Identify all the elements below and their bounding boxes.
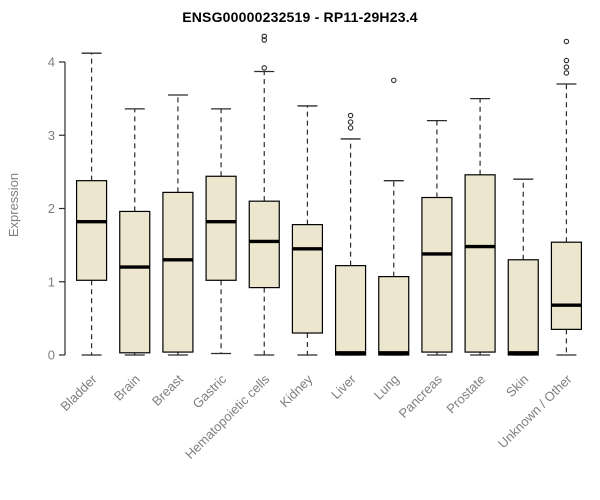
y-tick-label: 1	[48, 274, 55, 289]
outlier-point	[563, 38, 570, 45]
iqr-box	[550, 241, 583, 330]
chart-title: ENSG00000232519 - RP11-29H23.4	[182, 9, 418, 25]
box-breast: Breast	[149, 94, 194, 409]
iqr-box	[162, 191, 194, 353]
box-pancreas: Pancreas	[396, 119, 453, 421]
box-kidney: Kidney	[277, 105, 324, 410]
x-tick-label: Lung	[371, 372, 402, 403]
x-tick-label: Hematopoietic cells	[182, 371, 273, 462]
iqr-box	[378, 276, 410, 356]
outlier-point	[347, 125, 354, 131]
outlier-point	[347, 119, 354, 125]
x-tick-label: Skin	[503, 372, 531, 400]
y-tick-label: 4	[48, 55, 55, 70]
y-tick-label: 2	[48, 201, 55, 216]
iqr-box	[291, 224, 324, 334]
iqr-box	[334, 265, 367, 356]
outlier-point	[563, 64, 570, 70]
iqr-box	[248, 200, 280, 289]
outlier-point	[261, 65, 267, 71]
outlier-point	[261, 37, 267, 43]
x-tick-label: Kidney	[277, 371, 316, 410]
y-axis: 0 1 2 3 4	[48, 55, 66, 363]
iqr-box	[464, 174, 496, 353]
outlier-point	[390, 77, 397, 84]
y-tick-label: 0	[48, 348, 55, 363]
x-tick-label: Pancreas	[396, 371, 446, 421]
box-liver: Liver	[328, 112, 367, 402]
x-tick-label: Gastric	[189, 371, 229, 411]
box-skin: Skin	[503, 178, 539, 400]
outlier-point	[347, 112, 354, 119]
x-tick-label: Unknown / Other	[495, 371, 575, 451]
iqr-box	[507, 259, 539, 356]
iqr-box	[421, 196, 453, 353]
box-brain: Brain	[111, 108, 151, 404]
outlier-point	[563, 57, 570, 64]
x-tick-label: Prostate	[443, 372, 488, 417]
iqr-box	[205, 175, 237, 281]
x-tick-label: Breast	[149, 371, 186, 408]
x-tick-label: Brain	[111, 372, 143, 404]
outlier-point	[261, 33, 267, 40]
iqr-box	[75, 180, 108, 281]
box-lung: Lung	[371, 77, 410, 403]
outlier-point	[563, 70, 570, 76]
x-tick-label: Liver	[328, 371, 359, 402]
y-tick-label: 3	[48, 128, 55, 143]
x-tick-label: Bladder	[57, 371, 100, 414]
iqr-box	[119, 210, 151, 354]
box-gastric: Gastric	[189, 108, 237, 411]
